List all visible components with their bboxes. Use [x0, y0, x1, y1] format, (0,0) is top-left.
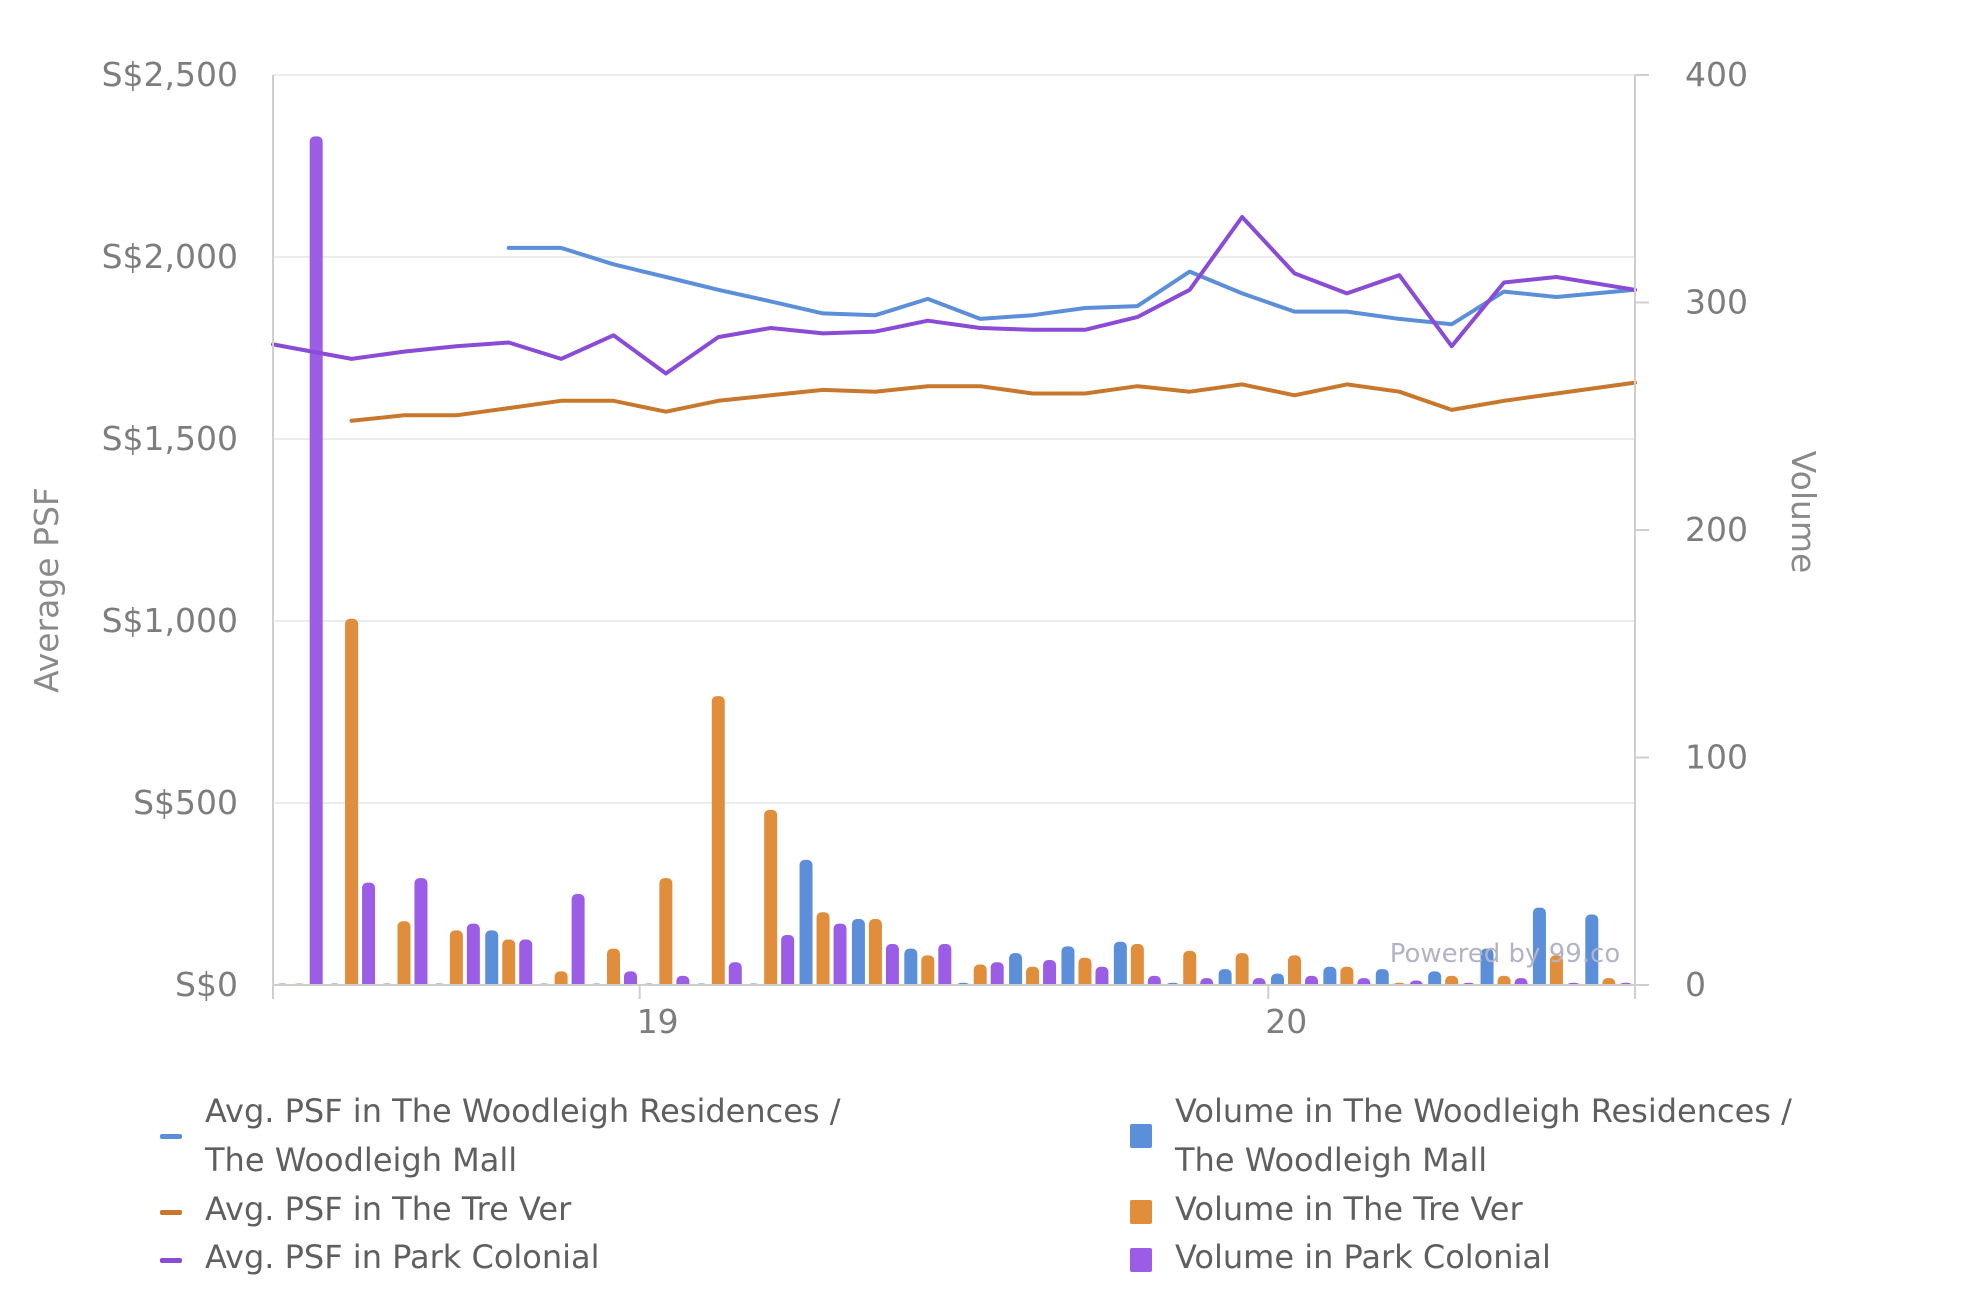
y-right-tick-label: 400	[1685, 55, 1748, 94]
series-line	[271, 215, 1637, 376]
legend-item-bar: Volume in The Woodleigh Residences / The …	[1130, 1092, 1792, 1179]
y-left-tick-label: S$1,500	[102, 419, 238, 458]
bar	[816, 912, 830, 989]
legend-bar-swatch	[1130, 1124, 1152, 1148]
y-left-tick-label: S$0	[175, 965, 238, 1004]
bar	[449, 930, 463, 989]
bar	[571, 894, 585, 989]
y-right-tick-label: 300	[1685, 283, 1748, 322]
bar	[1026, 966, 1040, 989]
bar	[711, 696, 725, 989]
legend-label: Avg. PSF in The Tre Ver	[205, 1190, 572, 1228]
legend-item-line: Avg. PSF in Park Colonial	[160, 1238, 600, 1276]
legend: Avg. PSF in The Woodleigh Residences / Th…	[160, 1092, 1792, 1276]
legend-label-line: Avg. PSF in Park Colonial	[205, 1238, 600, 1276]
bar	[1183, 950, 1197, 989]
bar	[938, 944, 952, 989]
bar	[1113, 941, 1127, 989]
legend-label: Volume in The Tre Ver	[1175, 1190, 1523, 1228]
bar	[466, 923, 480, 989]
y-right-tick-label: 100	[1685, 738, 1748, 777]
bar	[1009, 953, 1023, 989]
y-right-tick-label: 0	[1685, 965, 1706, 1004]
bar	[362, 882, 376, 989]
bar	[309, 136, 323, 990]
bar	[1288, 955, 1301, 989]
legend-label-line: Avg. PSF in The Tre Ver	[205, 1190, 572, 1228]
x-tick-label: 20	[1265, 1002, 1307, 1041]
bar	[1043, 959, 1057, 989]
legend-label-line: Volume in The Woodleigh Residences /	[1175, 1092, 1792, 1130]
y-left-tick-label: S$2,500	[102, 55, 238, 94]
bar	[1549, 955, 1563, 989]
bar	[1532, 907, 1546, 989]
bar	[1235, 953, 1249, 989]
bar-baseline-mask	[275, 986, 1633, 992]
legend-item-line: Avg. PSF in The Tre Ver	[160, 1190, 572, 1228]
bar	[728, 962, 742, 989]
bar	[1095, 966, 1109, 989]
series-line	[349, 380, 1637, 423]
legend-item-bar: Volume in Park Colonial	[1130, 1238, 1551, 1276]
bar-layer	[273, 136, 1635, 992]
y-left-tick-label: S$500	[133, 783, 238, 822]
bar	[885, 944, 899, 989]
bar	[851, 919, 865, 989]
bar	[414, 878, 428, 989]
legend-item-line: Avg. PSF in The Woodleigh Residences / Th…	[160, 1092, 841, 1179]
legend-label: Avg. PSF in The Woodleigh Residences / Th…	[204, 1092, 841, 1179]
bar	[1130, 944, 1144, 989]
y-left-tick-label: S$2,000	[102, 237, 238, 276]
bar	[868, 919, 882, 989]
bar	[904, 948, 918, 989]
axis-layer: S$0 S$500 S$1,000 S$1,500 S$2,000 S$2,500 0 100…	[102, 55, 1748, 1041]
legend-label-line: The Woodleigh Mall	[1174, 1141, 1487, 1179]
bar	[833, 923, 847, 989]
bar	[1340, 966, 1354, 989]
legend-bar-swatch	[1130, 1248, 1152, 1272]
grid-layer	[273, 74, 1635, 804]
bar	[1061, 946, 1075, 989]
y-axis-right-title: Volume	[1784, 451, 1823, 574]
legend-label: Volume in Park Colonial	[1175, 1238, 1551, 1276]
legend-line-swatch	[160, 1258, 182, 1263]
bar	[1585, 914, 1599, 989]
legend-label-line: Avg. PSF in The Woodleigh Residences /	[205, 1092, 841, 1130]
legend-line-swatch	[160, 1134, 182, 1139]
bar	[1323, 966, 1337, 989]
y-axis-left-title: Average PSF	[27, 487, 66, 693]
legend-item-bar: Volume in The Tre Ver	[1130, 1190, 1523, 1228]
series-line	[506, 245, 1637, 327]
bar	[781, 934, 795, 989]
y-left-tick-label: S$1,000	[102, 601, 238, 640]
bar	[1480, 948, 1494, 989]
line-layer	[271, 215, 1637, 423]
bar	[659, 878, 673, 989]
y-right-tick-label: 200	[1685, 510, 1748, 549]
bar	[502, 939, 516, 989]
legend-label-line: Volume in Park Colonial	[1175, 1238, 1551, 1276]
legend-label: Avg. PSF in Park Colonial	[205, 1238, 600, 1276]
watermark: Powered by 99.co	[1390, 939, 1621, 969]
legend-bar-swatch	[1130, 1200, 1152, 1224]
legend-label-line: The Woodleigh Mall	[204, 1141, 517, 1179]
bar	[345, 618, 359, 989]
bar	[799, 859, 813, 989]
bar	[1078, 957, 1092, 989]
bar	[990, 962, 1004, 989]
legend-label: Volume in The Woodleigh Residences / The …	[1174, 1092, 1792, 1179]
legend-line-swatch	[160, 1210, 182, 1215]
legend-label-line: Volume in The Tre Ver	[1175, 1190, 1523, 1228]
bar	[973, 964, 987, 989]
bar	[519, 939, 533, 989]
bar	[921, 955, 935, 989]
bar	[485, 930, 499, 989]
bar	[607, 948, 620, 989]
bar	[764, 809, 778, 989]
x-tick-label: 19	[637, 1002, 679, 1041]
bar	[397, 921, 411, 989]
